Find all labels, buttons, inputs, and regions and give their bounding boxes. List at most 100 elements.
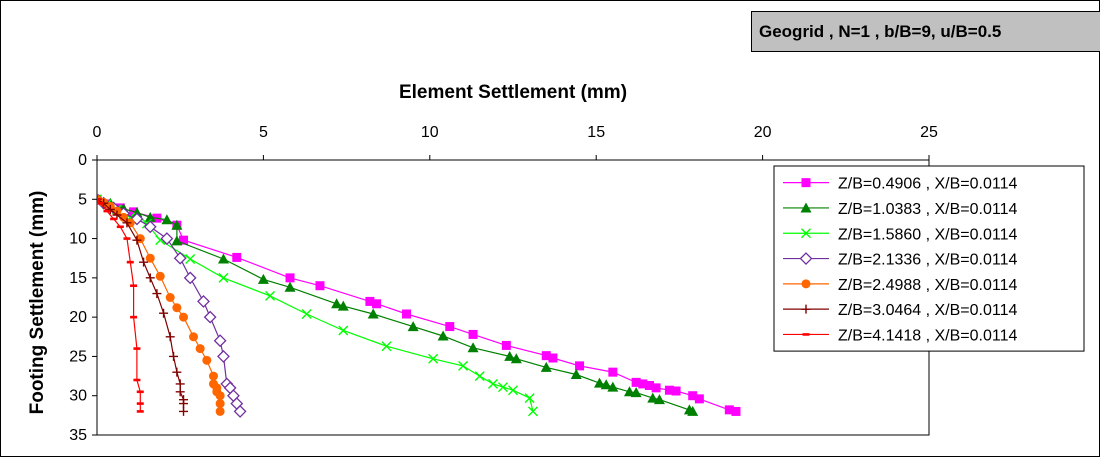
data-point: [504, 350, 516, 361]
data-point: [315, 281, 325, 291]
data-point: [265, 290, 276, 301]
data-point: [301, 309, 312, 319]
data-point: [130, 315, 138, 319]
data-point: [132, 235, 142, 245]
data-point: [152, 289, 162, 299]
data-point: [172, 303, 182, 313]
data-point: [203, 310, 217, 324]
data-point: [97, 201, 104, 205]
data-point: [136, 390, 144, 394]
data-point: [365, 296, 375, 306]
data-point: [257, 273, 269, 284]
y-tick-label: 0: [78, 152, 87, 169]
data-point: [105, 205, 115, 214]
y-tick-label: 5: [78, 191, 87, 208]
data-point: [195, 344, 205, 354]
data-point: [402, 309, 412, 319]
data-point: [208, 371, 218, 381]
data-point: [694, 394, 704, 404]
data-point: [488, 378, 499, 389]
condition-label: Geogrid , N=1 , b/B=9, u/B=0.5: [751, 11, 1100, 52]
data-point: [331, 298, 343, 309]
data-point: [218, 272, 229, 283]
data-point: [161, 214, 173, 225]
data-point: [171, 235, 183, 246]
data-point: [510, 353, 522, 364]
data-point: [165, 332, 175, 342]
data-point: [631, 377, 641, 387]
data-point: [133, 347, 141, 350]
data-point: [651, 383, 661, 393]
data-point: [179, 312, 189, 322]
data-point: [217, 253, 229, 264]
data-point: [183, 271, 197, 285]
data-point: [337, 300, 349, 311]
data-point: [139, 257, 149, 267]
data-point: [136, 410, 144, 413]
y-tick-label: 20: [69, 309, 87, 326]
data-point: [501, 340, 511, 350]
data-point: [575, 361, 585, 371]
data-point: [233, 405, 247, 418]
data-point: [179, 235, 189, 245]
data-point: [428, 353, 439, 364]
data-point: [372, 299, 382, 309]
data-point: [165, 293, 175, 302]
data-point: [381, 341, 392, 352]
data-point: [172, 367, 182, 377]
data-point: [189, 332, 199, 342]
data-point: [608, 367, 618, 377]
legend-label: Z/B=0.4906 , X/B=0.0114: [838, 176, 1017, 193]
data-point: [474, 371, 485, 382]
y-axis-title: Footing Settlement (mm): [27, 191, 48, 415]
data-point: [143, 220, 157, 234]
data-point: [133, 378, 141, 382]
data-point: [570, 369, 582, 379]
data-point: [179, 399, 189, 409]
data-point: [144, 211, 156, 222]
data-point: [116, 225, 124, 229]
legend-label: Z/B=1.5860 , X/B=0.0114: [838, 226, 1017, 243]
data-point: [468, 329, 478, 339]
data-point: [498, 382, 509, 393]
data-point: [126, 260, 134, 264]
x-tick-label: 10: [421, 124, 439, 141]
data-point: [130, 284, 138, 288]
data-point: [160, 232, 174, 245]
legend-marker: [799, 252, 813, 265]
data-point: [202, 355, 212, 365]
data-point: [644, 381, 654, 390]
data-point: [338, 325, 349, 336]
data-point: [407, 321, 419, 332]
data-point: [122, 218, 132, 228]
data-point: [175, 379, 185, 389]
x-tick-label: 20: [754, 124, 772, 141]
legend-marker: [800, 202, 812, 213]
data-point: [145, 273, 155, 283]
legend-marker: [801, 279, 811, 289]
data-point: [671, 386, 681, 396]
data-point: [647, 392, 659, 403]
data-point: [623, 386, 635, 397]
data-point: [131, 207, 143, 218]
legend-marker: [801, 228, 811, 239]
data-point: [607, 381, 619, 392]
data-point: [548, 353, 558, 363]
data-point: [173, 251, 187, 265]
data-point: [123, 237, 131, 240]
data-point: [285, 273, 295, 283]
legend-label: Z/B=3.0464 , X/B=0.0114: [838, 302, 1017, 319]
data-point: [653, 394, 665, 405]
data-point: [136, 402, 144, 405]
data-point: [541, 351, 551, 361]
y-tick-label: 35: [69, 427, 87, 444]
data-point: [687, 405, 699, 416]
data-point: [179, 406, 189, 416]
data-point: [103, 209, 111, 213]
data-point: [110, 217, 118, 221]
data-point: [215, 399, 225, 409]
data-point: [175, 387, 185, 397]
legend-marker: [802, 333, 810, 336]
data-point: [445, 322, 455, 332]
